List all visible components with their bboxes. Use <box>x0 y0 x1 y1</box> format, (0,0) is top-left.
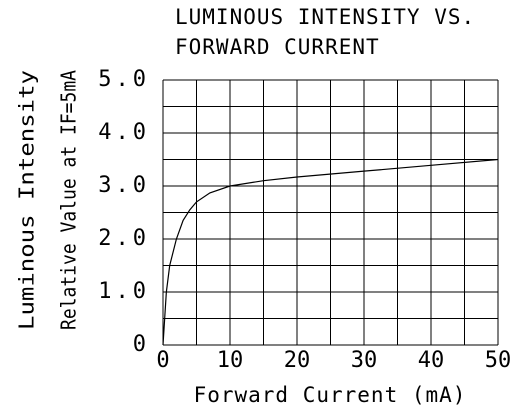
y-axis-label: Relative Value at IF=5mA <box>57 70 81 330</box>
x-axis-label: Forward Current (mA) <box>194 383 467 407</box>
x-tick-label: 50 <box>485 348 512 373</box>
y-tick-label: 4.0 <box>98 120 150 145</box>
y-axis-label: Luminous Intensity <box>15 70 39 330</box>
line <box>162 158 499 346</box>
x-tick-label: 0 <box>156 348 169 373</box>
chart-title: LUMINOUS INTENSITY VS. <box>175 5 475 29</box>
x-tick-label: 30 <box>351 348 378 373</box>
chart-title: FORWARD CURRENT <box>175 35 380 59</box>
x-tick-label: 20 <box>284 348 311 373</box>
x-tick-label: 40 <box>418 348 445 373</box>
y-tick-label: 2.0 <box>98 226 150 251</box>
y-tick-label: 3.0 <box>98 173 150 198</box>
y-tick-label: 1.0 <box>98 279 150 304</box>
y-tick-label: 5.0 <box>98 67 150 92</box>
y-tick-label: 0 <box>133 332 150 357</box>
x-tick-label: 10 <box>217 348 244 373</box>
